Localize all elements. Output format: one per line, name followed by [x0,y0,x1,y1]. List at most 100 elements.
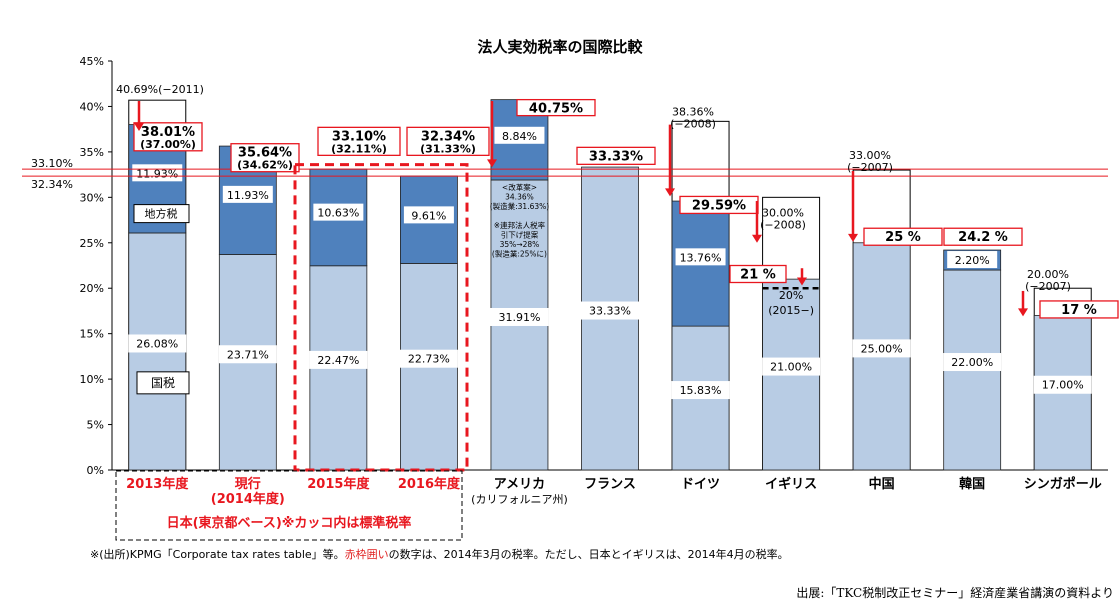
total-value: 17 % [1061,303,1097,318]
total-box [230,143,300,173]
y-tick-label: 10% [80,373,104,386]
total-value: 33.10% [332,129,386,144]
label-local-line: 11.93% [136,167,178,180]
category-label-line: フランス [584,477,636,492]
y-tick-label-line: 5% [87,419,104,432]
label-bg [943,353,1002,372]
category-label-sub: (カリフォルニア州) [471,493,568,506]
category-label-line: 現行 [235,476,261,492]
label-national: 31.91% [498,311,540,324]
label-national-line: 23.71% [227,348,269,361]
previous-rate-label-line: 38.36% [672,106,714,119]
standard-rate-line: (32.11%) [331,142,387,155]
arrow-uk [752,200,762,243]
total-value: 29.59% [692,198,746,213]
y-tick-label-line: 15% [80,328,104,341]
label-bg [1033,375,1092,394]
y-tick-label-line: 0% [87,464,104,477]
uk-planned-label-line: 20% [779,289,803,302]
total-box [943,227,1023,246]
total-value-line: 38.01% [141,125,195,140]
previous-rate-label: 40.69%(−2011) [116,83,204,96]
previous-rate-label-line: 20.00% [1027,268,1069,281]
previous-rate-label-line: (−2008) [670,118,716,131]
label-local: 11.93% [227,189,269,202]
arrow-cn-head [848,233,858,242]
total-box [516,98,596,117]
national-tax-tag [136,371,190,395]
previous-rate-label-line: 40.69%(−2011) [116,83,204,96]
label-bg [852,339,911,358]
total-value: 35.64% [238,146,292,161]
label-local-line: 2.20% [955,254,990,267]
total-value-line: 33.10% [332,129,386,144]
label-local: 2.20% [955,254,990,267]
previous-rate-label: 30.00%(−2008) [760,206,806,231]
y-tick-label: 30% [80,191,104,204]
reference-label: 32.34% [31,178,73,191]
total-value: 24.2 % [958,230,1008,245]
category-label: シンガポール [1024,476,1102,492]
label-national-line: 26.08% [136,337,178,350]
label-bg [947,251,998,269]
previous-rate-label: 33.00%(−2007) [847,149,893,174]
total-value: 25 % [885,230,921,245]
total-value: 40.75% [529,102,583,117]
y-tick-label-line: 40% [80,100,104,113]
category-label: ドイツ [681,477,720,492]
y-tick-label-line: 30% [80,191,104,204]
category-label-sub-line: (カリフォルニア州) [471,493,568,506]
category-label-line: シンガポール [1024,476,1102,492]
previous-rate-label-line: (−2007) [1025,280,1071,293]
arrow-sg-head [1018,308,1028,317]
footnote-text-2: の数字は、2014年3月の税率。ただし、日本とイギリスは、2014年4月の税率。 [388,548,789,561]
category-label: 2016年度 [398,476,461,492]
label-national: 17.00% [1042,379,1084,392]
arrow-de [665,124,675,197]
label-local-line: 9.61% [411,209,446,222]
japan-group-label-line: 日本(東京都ベース)※カッコ内は標準税率 [167,515,412,531]
total-box [133,122,203,152]
total-value-line: 32.34% [421,129,475,144]
label-bg [494,126,545,144]
label-national: 23.71% [227,348,269,361]
label-national-line: 22.00% [951,356,993,369]
label-local: 9.61% [411,209,446,222]
category-label-line: 2016年度 [398,476,461,492]
category-label-sub-line: (2014年度) [211,491,285,507]
total-value-line: 35.64% [238,146,292,161]
label-national: 15.83% [680,384,722,397]
total-value: 21 % [740,268,776,283]
total-value: 33.33% [589,149,643,164]
label-bg [671,381,730,400]
local-tax-tag [133,204,190,224]
label-local-line: 11.93% [227,189,269,202]
total-value-line: 25 % [885,230,921,245]
category-label-line: イギリス [765,476,817,492]
us-note-line: (製造業:31.63%) [490,201,550,211]
previous-rate-label-line: (−2007) [847,161,893,174]
arrow-uk-2-head [797,277,807,286]
standard-rate-line: (37.00%) [140,138,196,151]
y-tick-label: 35% [80,146,104,159]
standard-rate: (31.33%) [420,142,476,155]
japan-group-box [115,470,463,541]
label-national: 25.00% [861,342,903,355]
category-label: 現行 [235,476,261,492]
label-bg [309,350,368,369]
category-label: 2015年度 [307,476,370,492]
total-value: 32.34% [421,129,475,144]
category-label-sub: (2014年度) [211,491,285,507]
y-tick-label-line: 35% [80,146,104,159]
y-tick-label: 40% [80,100,104,113]
total-value-line: 17 % [1061,303,1097,318]
arrow-de-head [665,188,675,197]
label-national-line: 15.83% [680,384,722,397]
footnote-highlight: 赤枠囲い [344,548,389,561]
national-tax-tag-text-line: 国税 [151,376,175,390]
standard-rate-line: (31.33%) [420,142,476,155]
footnote: ※(出所)KPMG「Corporate tax rates table」等。赤枠… [90,546,789,562]
label-bg [490,307,549,326]
y-tick-label-line: 20% [80,282,104,295]
